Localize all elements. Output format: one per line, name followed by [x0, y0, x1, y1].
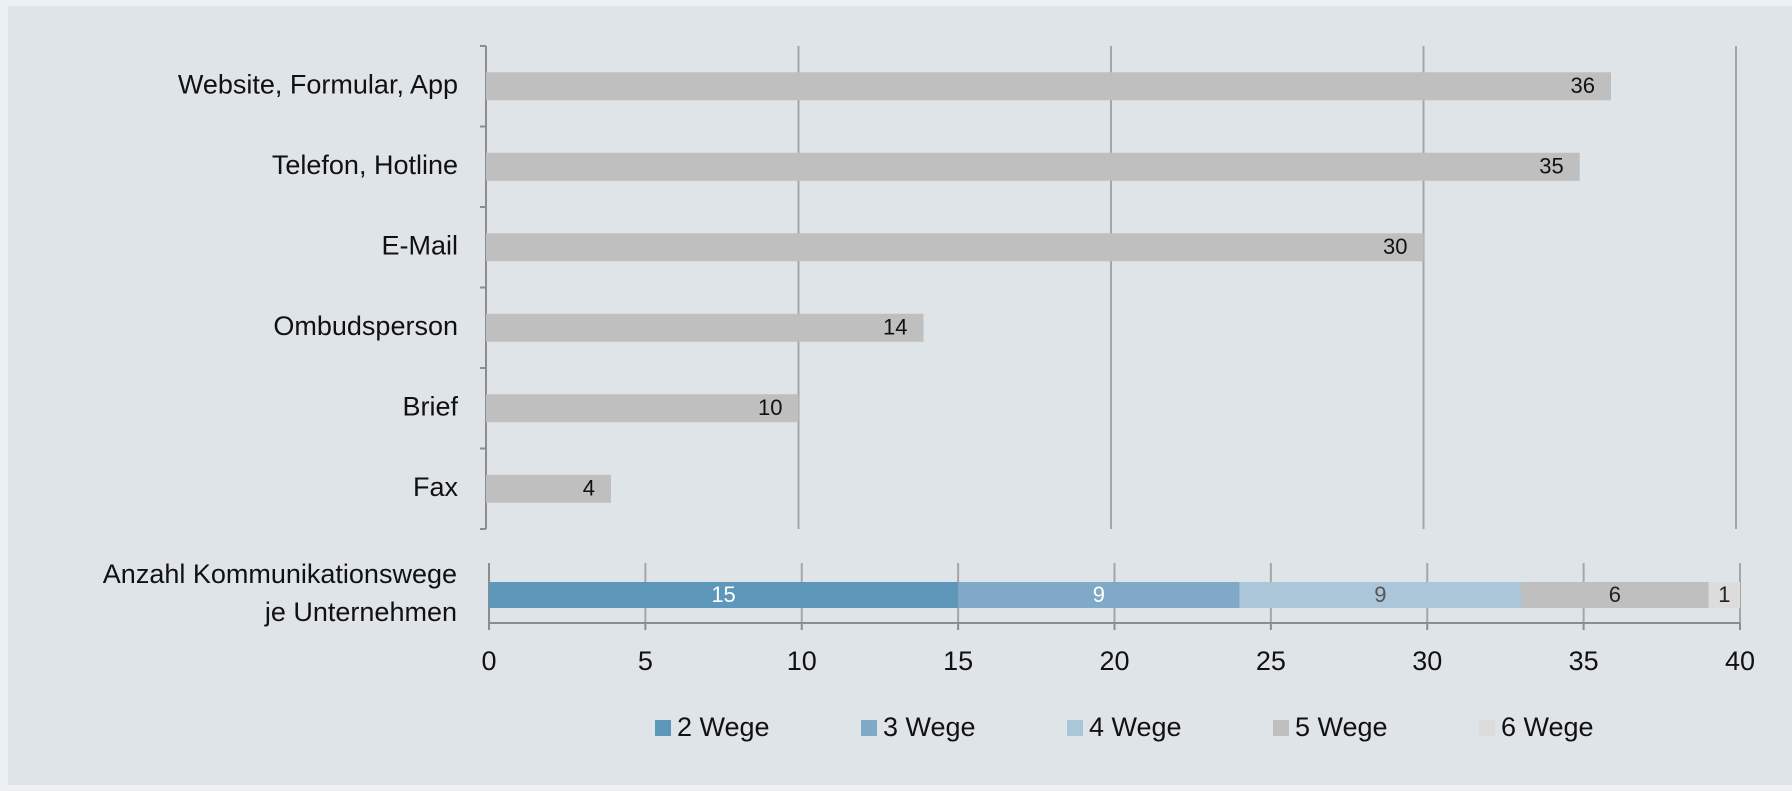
bar [486, 72, 1611, 101]
data-label: 14 [883, 315, 907, 340]
category-label: Website, Formular, App [178, 69, 458, 99]
legend-label: 6 Wege [1501, 712, 1594, 742]
bar [486, 313, 924, 342]
data-label: 4 [583, 476, 595, 501]
data-label: 9 [1374, 582, 1386, 607]
data-label: 6 [1609, 582, 1621, 607]
x-tick-label: 35 [1569, 646, 1599, 676]
bar [486, 152, 1580, 181]
legend-label: 5 Wege [1295, 712, 1388, 742]
x-tick-label: 10 [787, 646, 817, 676]
legend-swatch [861, 720, 877, 736]
category-label: Anzahl Kommunikationswege je Unternehmen [103, 559, 457, 627]
bar-segment [1708, 582, 1740, 608]
bar-segment [1521, 582, 1709, 608]
bar [486, 233, 1424, 262]
category-label: Telefon, Hotline [272, 150, 458, 180]
bar-segment [1239, 582, 1522, 608]
category-label: Ombudsperson [273, 311, 458, 341]
x-tick-label: 20 [1099, 646, 1129, 676]
data-label: 15 [711, 582, 735, 607]
data-label: 30 [1383, 234, 1407, 259]
x-tick-label: 25 [1256, 646, 1286, 676]
legend-swatch [1067, 720, 1083, 736]
legend-swatch [1273, 720, 1289, 736]
x-tick-label: 40 [1725, 646, 1755, 676]
bar [486, 474, 611, 503]
legend-swatch [1479, 720, 1495, 736]
bar-segment [958, 582, 1240, 608]
data-label: 9 [1093, 582, 1105, 607]
category-label: Fax [413, 472, 459, 502]
category-label: E-Mail [381, 230, 458, 260]
x-tick-label: 0 [481, 646, 496, 676]
data-label: 10 [758, 395, 782, 420]
data-label: 35 [1539, 154, 1563, 179]
bar [486, 394, 799, 423]
x-tick-label: 5 [638, 646, 653, 676]
legend-label: 3 Wege [883, 712, 976, 742]
legend-label: 2 Wege [677, 712, 770, 742]
data-label: 36 [1571, 73, 1595, 98]
background [8, 6, 1792, 785]
category-label: Brief [402, 391, 458, 421]
x-tick-label: 30 [1412, 646, 1442, 676]
legend-swatch [655, 720, 671, 736]
data-label: 1 [1718, 582, 1730, 607]
legend-label: 4 Wege [1089, 712, 1182, 742]
bar-segment [489, 582, 959, 608]
x-tick-label: 15 [943, 646, 973, 676]
